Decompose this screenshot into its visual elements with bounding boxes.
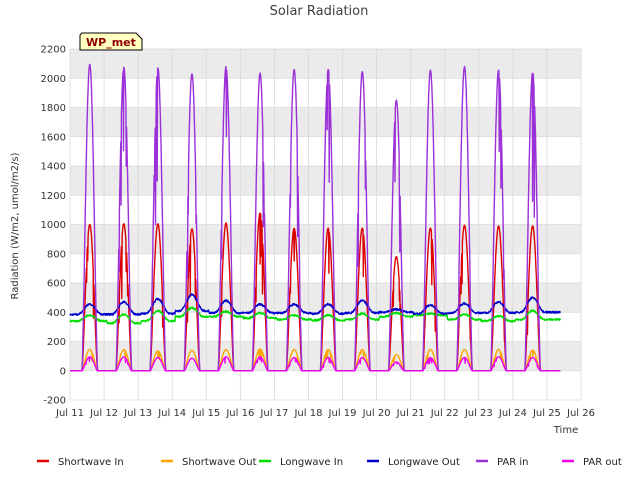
x-tick-label: Jul 11 <box>55 408 84 419</box>
y-tick-label: 2000 <box>41 74 66 85</box>
y-tick-label: 2200 <box>41 45 66 56</box>
x-tick-label: Jul 12 <box>89 408 118 419</box>
plot-band <box>70 49 581 79</box>
x-tick-label: Jul 17 <box>259 408 288 419</box>
legend: Shortwave In Shortwave Out Longwave In Long… <box>37 457 622 468</box>
y-tick-label: 0 <box>60 366 66 377</box>
y-tick-label: 600 <box>47 279 66 290</box>
x-tick-label: Jul 20 <box>362 408 391 419</box>
station-label: WP_met <box>86 36 136 49</box>
y-tick-label: 1200 <box>41 191 66 202</box>
y-tick-label: 1400 <box>41 162 66 173</box>
x-tick-label: Jul 13 <box>123 408 152 419</box>
y-tick-label: 1000 <box>41 220 66 231</box>
plot-band <box>70 283 581 313</box>
y-tick-label: -200 <box>43 396 66 407</box>
legend-entry: Longwave Out <box>388 457 460 468</box>
y-tick-label: 400 <box>47 308 66 319</box>
x-tick-label: Jul 23 <box>464 408 493 419</box>
legend-entry: Shortwave Out <box>182 457 257 468</box>
y-tick-label: 200 <box>47 337 66 348</box>
station-label-background <box>79 32 143 51</box>
series-lines <box>69 63 561 372</box>
legend-entry: PAR in <box>497 457 528 468</box>
x-tick-label: Jul 15 <box>191 408 220 419</box>
x-tick-label: Jul 26 <box>566 408 595 419</box>
station-label-box: WP_met <box>79 32 143 51</box>
y-tick-label: 1800 <box>41 103 66 114</box>
x-tick-label: Jul 14 <box>157 408 186 419</box>
grid-lines <box>69 48 582 401</box>
x-tick-label: Jul 22 <box>430 408 459 419</box>
axis-ticks: -200 0 200 400 600 800 1000 1200 1400 1600 1800 200… <box>41 45 595 420</box>
x-axis-title: Time <box>553 425 578 436</box>
y-axis-title: Radiation (W/m2, umol/m2/s) <box>10 152 21 299</box>
y-tick-label: 1600 <box>41 132 66 143</box>
x-tick-label: Jul 16 <box>225 408 254 419</box>
series-line-par-out <box>69 356 561 372</box>
plot-band <box>70 166 581 196</box>
x-tick-label: Jul 18 <box>293 408 322 419</box>
x-tick-label: Jul 24 <box>498 408 527 419</box>
chart-title: Solar Radiation <box>270 4 369 19</box>
y-tick-label: 800 <box>47 249 66 260</box>
legend-entry: Shortwave In <box>58 457 124 468</box>
legend-entry: Longwave In <box>280 457 343 468</box>
x-tick-label: Jul 21 <box>396 408 425 419</box>
legend-entry: PAR out <box>583 457 622 468</box>
x-tick-label: Jul 19 <box>328 408 357 419</box>
x-tick-label: Jul 25 <box>532 408 561 419</box>
